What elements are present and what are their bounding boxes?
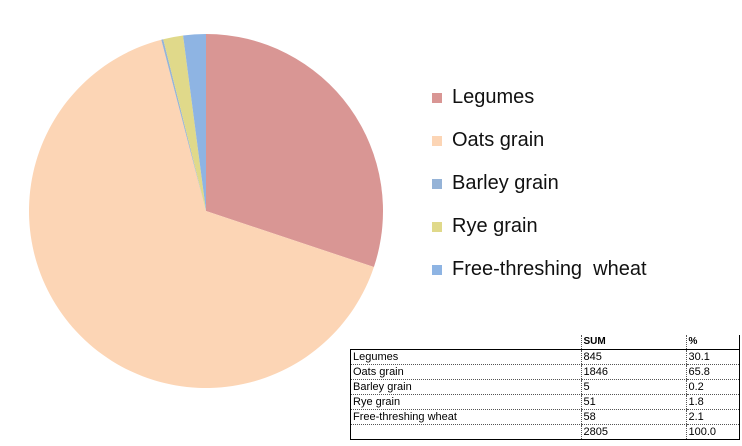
legend-item: Rye grain: [432, 205, 647, 248]
table-cell: Oats grain: [350, 364, 581, 380]
legend-label: Free-threshing wheat: [452, 258, 647, 280]
sum-table: SUM % Legumes 845 30.1 Oats grain 1846 6…: [350, 335, 740, 440]
table-cell: 58: [580, 409, 686, 425]
table-cell: 30.1: [685, 349, 740, 365]
table-cell: 5: [580, 379, 686, 395]
table-cell: 51: [580, 394, 686, 410]
table-cell: Rye grain: [350, 394, 581, 410]
pie-slice: [161, 39, 206, 212]
table-cell: Barley grain: [350, 379, 581, 395]
legend-label: Barley grain: [452, 172, 559, 194]
table-cell: 845: [580, 349, 686, 365]
table-row: Barley grain 5 0.2: [350, 379, 740, 395]
legend-swatch: [432, 221, 442, 232]
legend-label: Oats grain: [452, 129, 545, 151]
table-total-row: 2805 100.0: [350, 424, 740, 440]
table-header: %: [685, 335, 740, 350]
legend-swatch: [432, 135, 442, 146]
table-cell: 100.0: [685, 424, 740, 440]
table-row: Free-threshing wheat 58 2.1: [350, 409, 740, 425]
table-cell: Legumes: [350, 349, 581, 365]
table-row: Oats grain 1846 65.8: [350, 364, 740, 380]
legend-swatch: [432, 264, 442, 275]
legend-swatch: [432, 92, 442, 103]
table-cell: [350, 424, 581, 440]
table-row: Legumes 845 30.1: [350, 349, 740, 365]
chart-legend: Legumes Oats grain Barley grain Rye grai…: [432, 76, 647, 291]
legend-item: Free-threshing wheat: [432, 248, 647, 291]
table-cell: 1.8: [685, 394, 740, 410]
pie-slice: [28, 39, 374, 389]
table-row: Rye grain 51 1.8: [350, 394, 740, 410]
legend-item: Oats grain: [432, 119, 647, 162]
legend-swatch: [432, 178, 442, 189]
legend-label: Rye grain: [452, 215, 538, 237]
pie-slice: [183, 34, 206, 211]
legend-item: Legumes: [432, 76, 647, 119]
pie-slice: [163, 35, 206, 212]
pie-slice: [206, 34, 384, 268]
legend-label: Legumes: [452, 86, 535, 108]
table-cell: 65.8: [685, 364, 740, 380]
table-cell: 0.2: [685, 379, 740, 395]
pie-chart: [28, 34, 384, 389]
table-cell: 2.1: [685, 409, 740, 425]
legend-item: Barley grain: [432, 162, 647, 205]
table-cell: Free-threshing wheat: [350, 409, 581, 425]
table-header: SUM: [580, 335, 686, 350]
table-cell: 1846: [580, 364, 686, 380]
table-cell: 2805: [580, 424, 686, 440]
table-header: [350, 335, 581, 350]
table-header-row: SUM %: [350, 335, 740, 350]
